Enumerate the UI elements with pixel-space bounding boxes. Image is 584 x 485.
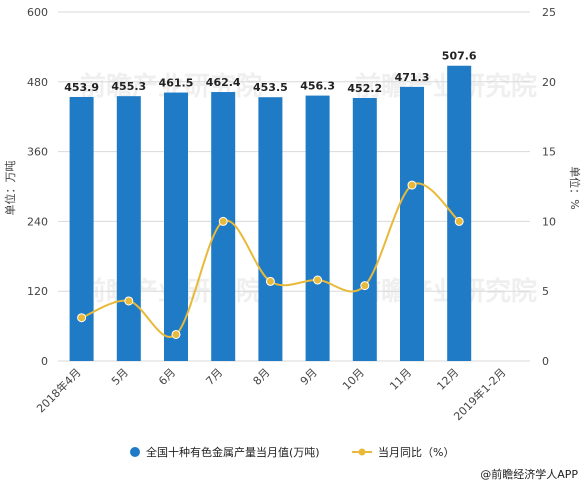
x-tick-label: 6月 [156, 366, 178, 388]
x-tick-label: 10月 [340, 366, 367, 393]
x-tick-label: 7月 [203, 366, 225, 388]
bar-data-label: 453.9 [64, 81, 99, 94]
source-label: @前瞻经济学人APP [480, 467, 578, 481]
line-point [265, 276, 275, 286]
line-point [454, 216, 464, 226]
bar-data-label: 453.5 [253, 81, 288, 94]
bar [305, 95, 330, 361]
line-series [77, 180, 464, 339]
bar-data-label: 462.4 [206, 76, 241, 89]
left-axis-ticks: 0 120 240 360 480 600 [27, 6, 48, 368]
right-tick-label: 25 [542, 6, 556, 19]
line-point [407, 180, 417, 190]
line-point [171, 329, 181, 339]
line-point [77, 313, 87, 323]
bar-data-label: 456.3 [300, 80, 335, 93]
bar-data-labels: 453.9 455.3 461.5 462.4 453.5 456.3 452.2 471.3… [64, 50, 477, 95]
right-tick-label: 5 [542, 285, 549, 298]
left-tick-label: 240 [27, 215, 48, 228]
watermark-text: 前瞻产业研究院 [355, 71, 537, 102]
bar [164, 92, 188, 361]
left-tick-label: 480 [27, 76, 48, 89]
bar-series [69, 65, 472, 362]
bar [211, 92, 236, 362]
left-tick-label: 600 [27, 6, 48, 19]
bar-data-label: 507.6 [442, 50, 477, 63]
left-tick-label: 360 [27, 146, 48, 159]
legend-bar-label: 全国十种有色金属产量当月值(万吨) [146, 445, 320, 459]
x-tick-label: 8月 [251, 366, 273, 388]
bar [116, 96, 141, 361]
legend-line-marker [358, 448, 366, 456]
line-point [360, 281, 370, 291]
left-axis-title: 单位：万吨 [3, 161, 17, 216]
legend: 全国十种有色金属产量当月值(万吨) 当月同比（%） [130, 445, 454, 459]
legend-line-label: 当月同比（%） [378, 445, 454, 459]
right-axis-ticks: 0 5 10 15 20 25 [542, 6, 556, 368]
right-tick-label: 10 [542, 215, 556, 228]
bar [352, 97, 377, 361]
x-tick-label: 11月 [387, 366, 414, 393]
bar-data-label: 461.5 [159, 77, 194, 90]
bar-data-label: 455.3 [111, 80, 146, 93]
bar [400, 86, 424, 361]
legend-bar-marker [130, 447, 140, 457]
bar-data-label: 471.3 [395, 71, 430, 84]
left-tick-label: 120 [27, 285, 48, 298]
right-axis-title: 单位：% [568, 166, 582, 209]
bar-data-label: 452.2 [347, 82, 382, 95]
x-tick-label: 12月 [434, 366, 461, 393]
x-tick-label: 9月 [298, 366, 320, 388]
left-tick-label: 0 [41, 355, 48, 368]
right-tick-label: 20 [542, 76, 556, 89]
right-tick-label: 15 [542, 146, 556, 159]
bar [258, 97, 283, 361]
x-tick-label: 5月 [109, 366, 131, 388]
line-point [218, 216, 228, 226]
x-tick-label: 2018年4月 [34, 365, 84, 415]
right-tick-label: 0 [542, 355, 549, 368]
line-point [124, 296, 134, 306]
line-point [313, 275, 323, 285]
